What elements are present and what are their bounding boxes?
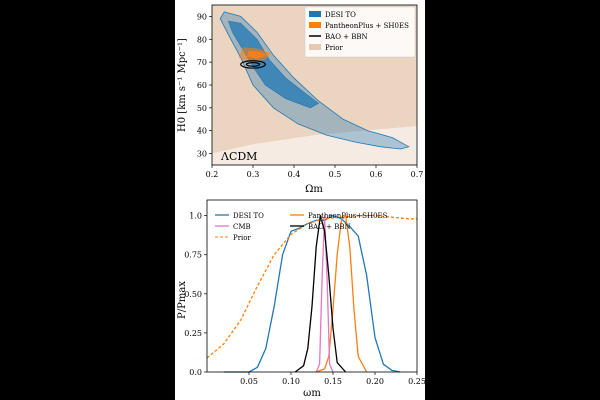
top-x-ticks: 0.2 0.3 0.4 0.5 0.6 0.7 bbox=[206, 165, 424, 179]
legend-label-desi: DESI TO bbox=[325, 11, 356, 19]
top-y-tick-label: 50 bbox=[197, 104, 207, 113]
bao-posterior-line bbox=[294, 214, 347, 373]
legend-label-bao: BAO + BBN bbox=[325, 33, 368, 41]
posterior-plot: 0.05 0.10 0.15 0.20 0.25 0.00.250.500.751.0 … bbox=[177, 199, 425, 399]
top-x-tick-label: 0.3 bbox=[247, 170, 260, 179]
top-y-ticks: 30 40 50 60 70 80 90 bbox=[197, 12, 212, 159]
top-x-tick-label: 0.4 bbox=[288, 170, 301, 179]
top-legend-box bbox=[304, 6, 416, 58]
bottom-x-ticks: 0.05 0.10 0.15 0.20 0.25 bbox=[240, 372, 425, 386]
top-x-tick-label: 0.2 bbox=[206, 170, 219, 179]
bao-inner-contour bbox=[245, 62, 261, 67]
contour-plot: 0.2 0.3 0.4 0.5 0.6 0.7 30 40 50 60 70 80 90 Ωm H0 … bbox=[177, 4, 424, 195]
bottom-y-tick-label: 1.0 bbox=[189, 212, 202, 221]
pantheon-contours-layer bbox=[238, 47, 272, 63]
cmb-posterior-line bbox=[315, 214, 334, 373]
prior-light-region bbox=[212, 126, 417, 165]
bao-outer-contour bbox=[240, 60, 266, 69]
figure-canvas: 0.2 0.3 0.4 0.5 0.6 0.7 30 40 50 60 70 80 90 Ωm H0 … bbox=[177, 4, 425, 399]
top-y-tick-label: 40 bbox=[197, 127, 207, 136]
top-x-tick-label: 0.6 bbox=[370, 170, 383, 179]
legend2-label-prior: Prior bbox=[233, 234, 252, 242]
pantheon-posterior-line bbox=[315, 214, 368, 373]
bottom-legend: DESI TO PantheonPlus+SH0ES CMB BAO + BBN… bbox=[215, 212, 388, 242]
bottom-y-tick-label: 0.75 bbox=[184, 251, 202, 260]
bottom-y-axis-label: P/Pmax bbox=[177, 281, 188, 319]
legend-label-prior: Prior bbox=[325, 44, 344, 52]
bottom-y-tick-label: 0.50 bbox=[184, 290, 202, 299]
prior-posterior-line bbox=[206, 214, 417, 359]
bottom-x-axis-label: ωm bbox=[303, 388, 321, 399]
bottom-y-tick-label: 0.25 bbox=[184, 329, 202, 338]
bao-contours-layer bbox=[240, 60, 266, 69]
bottom-x-tick-label: 0.05 bbox=[240, 377, 258, 386]
top-y-tick-label: 30 bbox=[197, 150, 207, 159]
top-y-tick-label: 70 bbox=[197, 58, 207, 67]
top-x-tick-label: 0.5 bbox=[329, 170, 342, 179]
legend2-label-bao: BAO + BBN bbox=[308, 223, 351, 231]
top-y-tick-label: 80 bbox=[197, 35, 207, 44]
pantheon-inner-contour bbox=[246, 50, 268, 59]
bottom-plot-frame bbox=[206, 199, 418, 373]
top-x-tick-label: 0.7 bbox=[411, 170, 424, 179]
bottom-x-tick-label: 0.10 bbox=[282, 377, 300, 386]
top-y-axis-label: H0 [km s⁻¹ Mpc⁻¹] bbox=[177, 38, 188, 132]
top-x-axis-label: Ωm bbox=[305, 184, 323, 195]
legend-swatch-prior bbox=[309, 44, 321, 50]
top-y-tick-label: 90 bbox=[197, 12, 207, 21]
legend2-label-desi: DESI TO bbox=[233, 212, 264, 220]
legend2-label-pantheon: PantheonPlus+SH0ES bbox=[308, 212, 388, 220]
posterior-lines-layer bbox=[206, 214, 417, 373]
legend-swatch-pantheon bbox=[309, 22, 321, 28]
top-legend: DESI TO PantheonPlus + SH0ES BAO + BBN P… bbox=[304, 6, 416, 58]
figure-panel: 0.2 0.3 0.4 0.5 0.6 0.7 30 40 50 60 70 80 90 Ωm H0 … bbox=[175, 0, 425, 400]
bottom-x-tick-label: 0.15 bbox=[324, 377, 342, 386]
legend-label-pantheon: PantheonPlus + SH0ES bbox=[325, 22, 409, 30]
bottom-y-ticks: 0.0 0.25 0.50 0.75 1.0 bbox=[184, 212, 207, 377]
lcdm-annotation: ΛCDM bbox=[220, 150, 257, 163]
top-y-tick-label: 60 bbox=[197, 81, 207, 90]
legend-swatch-desi bbox=[309, 11, 321, 17]
legend2-label-cmb: CMB bbox=[233, 223, 251, 231]
bottom-y-tick-label: 0.0 bbox=[189, 368, 202, 377]
bottom-x-tick-label: 0.20 bbox=[366, 377, 384, 386]
bottom-x-tick-label: 0.25 bbox=[408, 377, 425, 386]
